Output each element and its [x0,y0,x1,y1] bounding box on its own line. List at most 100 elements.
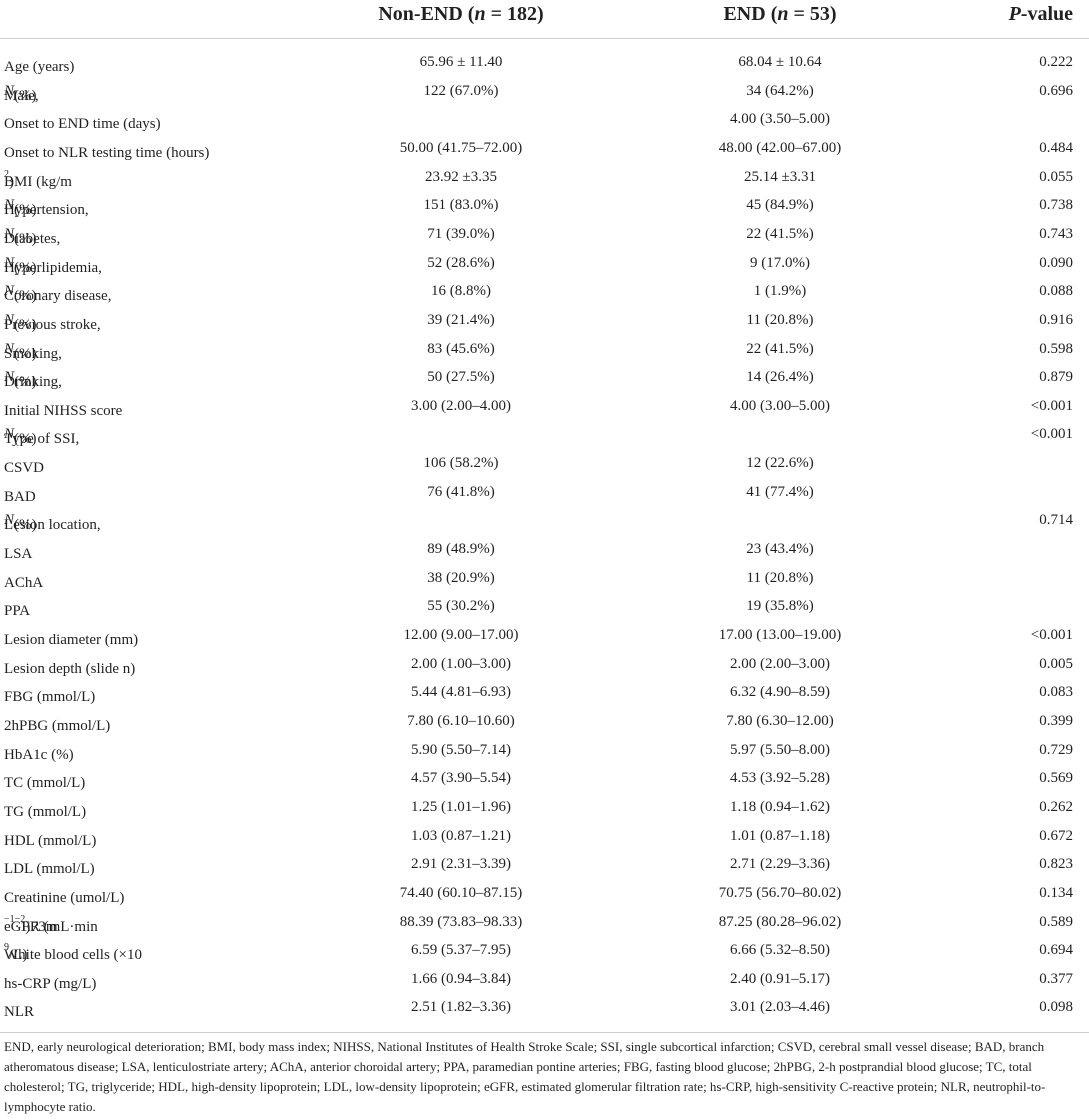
cell-p-value: 0.484 [1039,139,1073,156]
row-label-part: 2 [4,168,9,180]
table-row: Drinking, N (%) 50 (27.5%) 14 (26.4%) 0.879 [0,364,1089,392]
row-label-part: Type of SSI, [4,431,80,448]
row-label-part: N [4,82,15,99]
row-label: Type of SSI, N (%) [4,426,79,447]
cell-end: 12 (22.6%) [746,455,814,472]
cell-non-end: 38 (20.9%) [427,569,495,586]
cell-non-end: 50 (27.5%) [427,369,495,386]
cell-end: 2.71 (2.29–3.36) [730,856,830,873]
row-label-part: (%) [14,345,37,362]
cell-end: 7.80 (6.30–12.00) [726,712,834,729]
row-label-part: N [4,426,15,443]
cell-end: 48.00 (42.00–67.00) [718,139,842,156]
row-label-part: HDL (mmol/L) [4,832,97,849]
cell-non-end: 5.44 (4.81–6.93) [411,684,511,701]
cell-non-end: 2.91 (2.31–3.39) [411,856,511,873]
cell-end: 1.01 (0.87–1.18) [730,827,830,844]
table-row: Lesion location, N (%) 0.714 [0,507,1089,535]
row-label-part: LDL (mmol/L) [4,861,95,878]
cell-non-end: 71 (39.0%) [427,225,495,242]
cell-end: 11 (20.8%) [746,569,814,586]
cell-non-end: 50.00 (41.75–72.00) [399,139,523,156]
table-row: HDL (mmol/L) 1.03 (0.87–1.21) 1.01 (0.87–1… [0,823,1089,851]
cell-non-end: 6.59 (5.37–7.95) [411,942,511,959]
row-label-part: NLR [4,1004,34,1021]
cell-end: 17.00 (13.00–19.00) [718,627,842,643]
row-label-part: eGFR (mL·min [4,918,98,935]
cell-end: 2.40 (0.91–5.17) [730,970,830,987]
cell-end: 68.04 ± 10.64 [738,54,822,70]
cell-p-value: 0.098 [1039,999,1073,1016]
table-row: Lesion depth (slide n) 2.00 (1.00–3.00) 2.… [0,651,1089,679]
header-non-end: Non-END (n = 182) [378,3,544,25]
cell-non-end: 39 (21.4%) [427,311,495,328]
row-label: Male, N (%) [4,82,39,104]
cell-end: 6.66 (5.32–8.50) [730,942,830,959]
row-label-part: Age (years) [4,59,75,75]
cell-end: 2.00 (2.00–3.00) [730,655,830,672]
cell-non-end: 88.39 (73.83–98.33) [399,913,523,930]
row-label: Smoking, N (%) [4,341,62,362]
row-label: Hypertension, N (%) [4,197,89,218]
row-label-part: HbA1c (%) [4,746,74,763]
cell-p-value: <0.001 [1030,397,1073,414]
cell-p-value: 0.916 [1039,311,1073,328]
row-label-part: Lesion diameter (mm) [4,632,139,648]
table-row: 2hPBG (mmol/L) 7.80 (6.10–10.60) 7.80 (6.3… [0,708,1089,736]
row-label-part: FBG (mmol/L) [4,689,96,706]
row-label: Diabetes, N (%) [4,225,60,247]
cell-non-end: 1.03 (0.87–1.21) [411,827,511,844]
header-end: END (n = 53) [723,3,837,25]
cell-non-end: 4.57 (3.90–5.54) [411,770,511,787]
table-row: Initial NIHSS score 3.00 (2.00–4.00) 4.00 … [0,393,1089,421]
cell-p-value: 0.589 [1039,913,1073,930]
row-label: Coronary disease, N (%) [4,283,111,304]
row-label-part: ) [9,173,14,190]
row-label-part: Onset to NLR testing time (hours) [4,144,210,161]
row-label: Hyperlipidemia, N (%) [4,254,102,276]
row-label: Lesion location, N (%) [4,512,101,533]
row-label-part: (%) [14,259,37,276]
row-label: Previous stroke, N (%) [4,312,101,333]
row-label-part: BAD [4,488,36,505]
table-row: BMI (kg/m 2) 23.92 ±3.35 25.14 ±3.31 0.055 [0,164,1089,192]
cell-non-end: 122 (67.0%) [423,82,499,99]
cell-p-value: 0.823 [1039,856,1073,873]
table-row: eGFR (mL·min −1·1.73m −2) 88.39 (73.83–98.3… [0,909,1089,937]
row-label-part: (%) [14,316,37,333]
table-row: Creatinine (umol/L) 74.40 (60.10–87.15) 70… [0,880,1089,908]
cell-end: 70.75 (56.70–80.02) [718,884,842,901]
cell-end: 3.01 (2.03–4.46) [730,999,830,1016]
cell-non-end: 23.92 ±3.35 [425,168,497,185]
table-row: Hypertension, N (%) 151 (83.0%) 45 (84.9%)… [0,192,1089,220]
table-row: Onset to END time (days) 4.00 (3.50–5.00) [0,106,1089,134]
row-label-part: Hypertension, [4,202,89,219]
cell-non-end: 5.90 (5.50–7.14) [411,741,511,758]
row-label-part: Onset to END time (days) [4,116,161,133]
cell-end: 25.14 ±3.31 [744,168,816,185]
cell-end: 4.53 (3.92–5.28) [730,770,830,787]
cell-end: 19 (35.8%) [746,598,814,615]
cell-end: 1.18 (0.94–1.62) [730,798,830,815]
cell-end: 11 (20.8%) [746,311,814,328]
row-label-part: N [4,254,15,271]
cell-p-value: 0.055 [1039,168,1073,185]
row-label-part: Initial NIHSS score [4,402,123,419]
cell-p-value: 0.672 [1039,827,1073,844]
row-label-part: hs-CRP (mg/L) [4,975,97,992]
table-row: hs-CRP (mg/L) 1.66 (0.94–3.84) 2.40 (0.91–… [0,966,1089,994]
table-row: Coronary disease, N (%) 16 (8.8%) 1 (1.9%)… [0,278,1089,306]
cell-p-value: 0.262 [1039,798,1073,815]
row-label-part: CSVD [4,460,45,477]
table-row: Type of SSI, N (%) <0.001 [0,421,1089,449]
table-row: Diabetes, N (%) 71 (39.0%) 22 (41.5%) 0.743 [0,221,1089,249]
row-label-part: N [4,197,15,214]
row-label-part: N [4,283,15,300]
cell-p-value: <0.001 [1030,426,1073,443]
row-label-part: N [4,225,15,242]
cell-p-value: 0.088 [1039,283,1073,300]
table-row: Lesion diameter (mm) 12.00 (9.00–17.00) 17… [0,622,1089,650]
cell-non-end: 52 (28.6%) [427,254,495,271]
table-row: Smoking, N (%) 83 (45.6%) 22 (41.5%) 0.598 [0,336,1089,364]
row-label: Drinking, N (%) [4,369,62,390]
